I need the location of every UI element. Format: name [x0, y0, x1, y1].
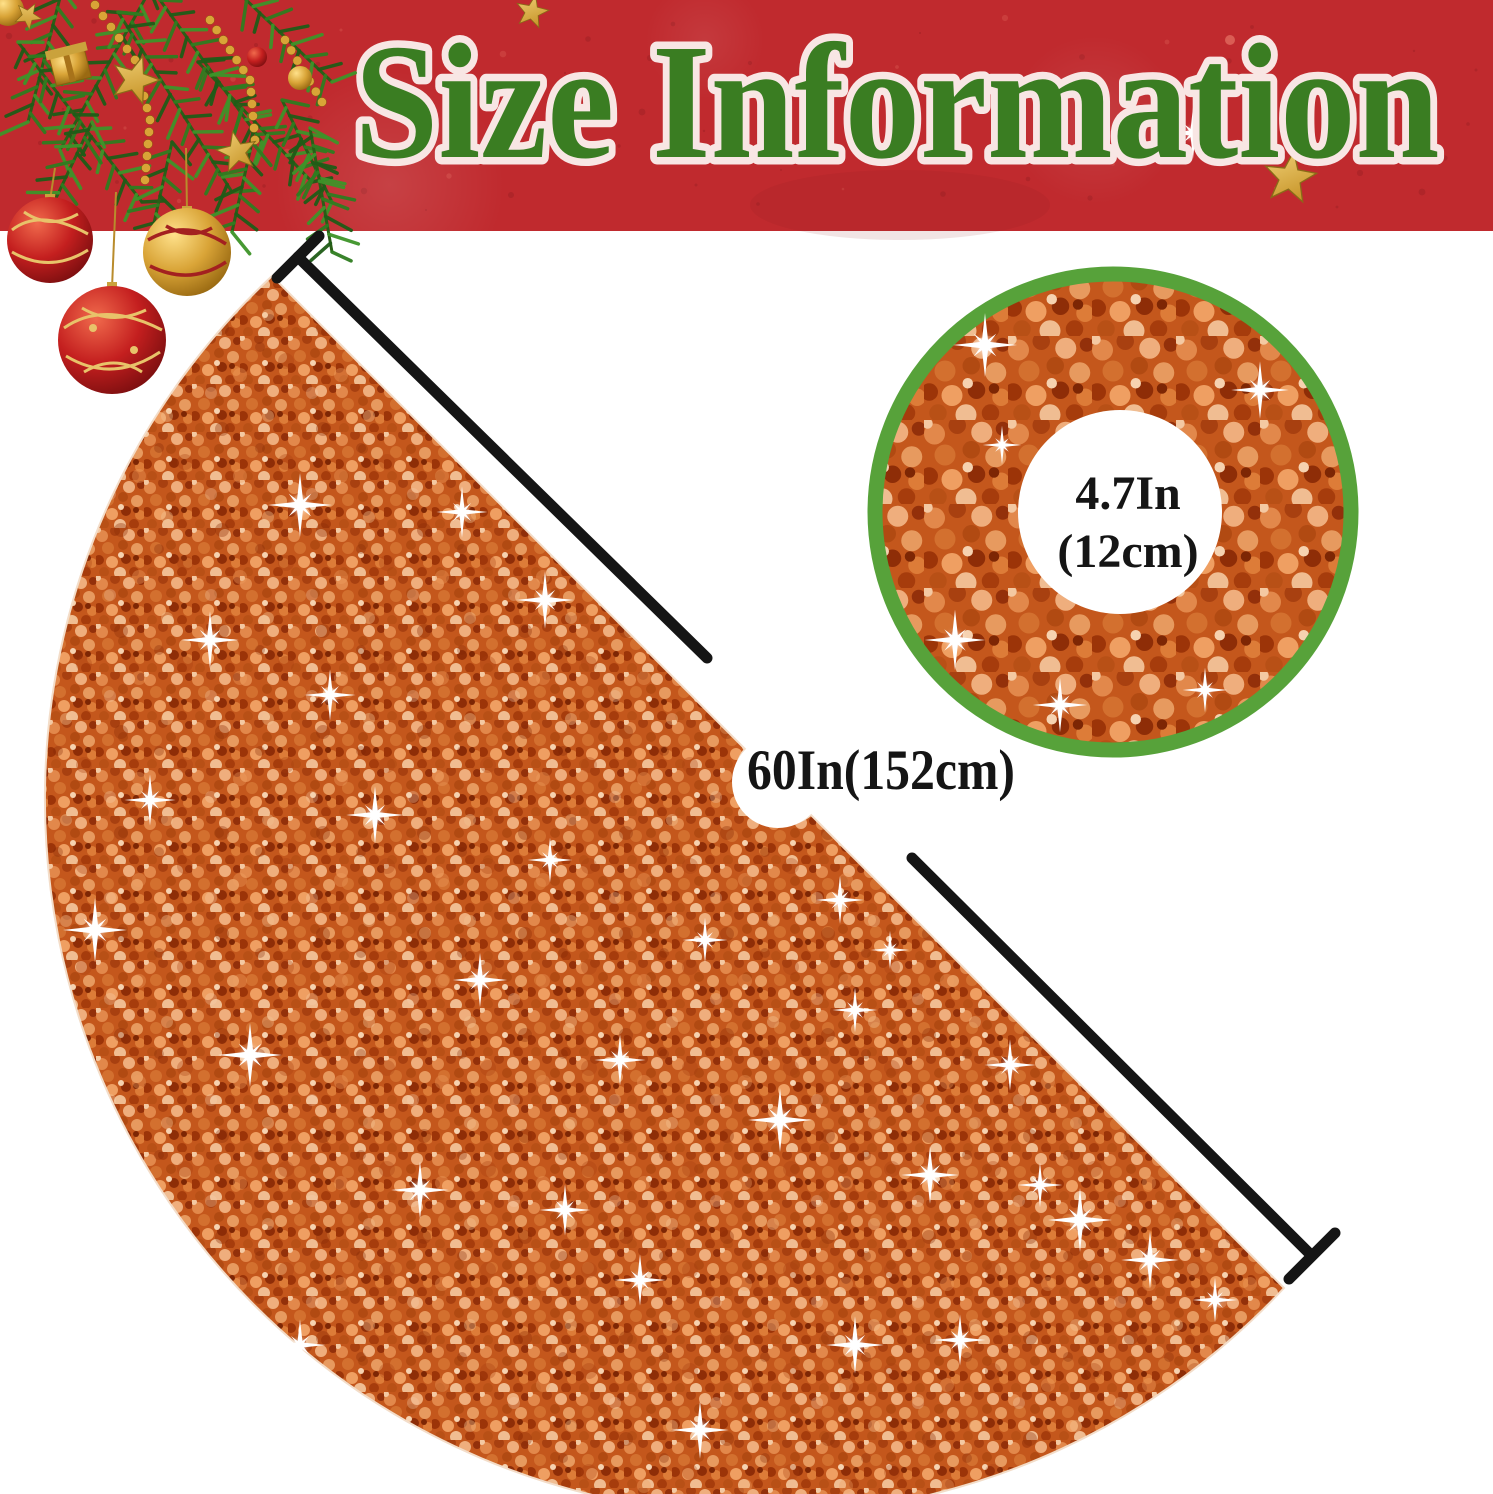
hole-size-label-line1: 4.7In — [1075, 467, 1180, 520]
diameter-end-cap-bottom — [1283, 1227, 1341, 1285]
bokeh-light — [275, 70, 505, 300]
ornament-string — [185, 147, 188, 213]
diameter-label: 60In(152cm) — [747, 739, 1015, 802]
ornament-swirl — [147, 224, 227, 277]
ornament-swirl — [63, 306, 163, 374]
gift-box-icon — [44, 41, 92, 87]
center-hole-notch — [732, 736, 824, 828]
ornament-swirl — [11, 210, 89, 264]
ornament-ball-red — [7, 197, 93, 283]
ornament-dot — [89, 324, 97, 332]
ornament-ball-gold — [143, 208, 231, 296]
christmas-branch-decoration — [0, 0, 361, 394]
red-ball-ornament — [247, 47, 267, 67]
inset-hole — [1018, 410, 1222, 614]
ornament-string — [111, 191, 117, 289]
bokeh-light — [1010, 35, 1180, 205]
inset-ring — [867, 266, 1359, 758]
ornament-ball-red-large — [58, 286, 166, 394]
hole-size-label-line2: (12cm) — [1057, 525, 1198, 578]
banner-dot — [1225, 35, 1235, 45]
banner-shade — [750, 170, 1050, 240]
diameter-line-upper — [292, 251, 713, 664]
banner: Size Information — [0, 0, 1493, 300]
ornament-dot — [130, 346, 138, 354]
diameter-line-lower — [906, 852, 1314, 1258]
dimension-annotation: 60In(152cm) — [271, 230, 1341, 1285]
page-title: Size Information — [355, 10, 1440, 193]
tree-skirt-graphic — [43, 274, 1286, 1494]
inset-zoom-circle: 4.7In (12cm) — [867, 266, 1359, 758]
bokeh-light — [645, 0, 765, 100]
gold-ball-ornament — [288, 66, 312, 90]
